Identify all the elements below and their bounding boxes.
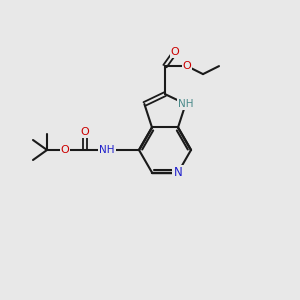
Text: NH: NH	[178, 99, 194, 109]
Text: O: O	[183, 61, 191, 71]
Text: N: N	[174, 166, 182, 179]
Text: O: O	[61, 145, 69, 155]
Text: O: O	[171, 47, 179, 57]
Text: O: O	[81, 127, 89, 137]
Text: NH: NH	[99, 145, 115, 155]
